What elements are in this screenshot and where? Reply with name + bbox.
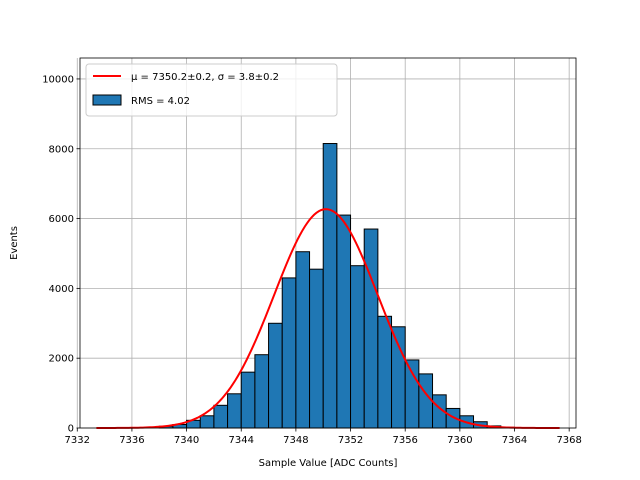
legend-fit-label: μ = 7350.2±0.2, σ = 3.8±0.2: [131, 72, 279, 83]
y-tick-label: 6000: [49, 214, 74, 225]
legend: μ = 7350.2±0.2, σ = 3.8±0.2 RMS = 4.02: [85, 63, 338, 117]
plot-frame: [79, 57, 577, 429]
histogram-bar: [309, 268, 324, 429]
x-tick-label: 7348: [283, 435, 308, 446]
histogram-bar: [363, 228, 379, 429]
x-tick-label: 7352: [338, 435, 363, 446]
x-tick-label: 7340: [174, 435, 199, 446]
y-tick-label: 8000: [49, 144, 74, 155]
histogram-bar: [227, 393, 242, 429]
x-tick-label: 7368: [556, 435, 581, 446]
histogram-bar: [336, 214, 352, 429]
y-tick-label: 0: [68, 424, 74, 435]
x-tick-label: 7332: [65, 435, 90, 446]
y-tick-label: 4000: [49, 284, 74, 295]
legend-box: [85, 63, 338, 117]
legend-rms-label: RMS = 4.02: [131, 96, 190, 107]
y-axis-label: Events: [9, 226, 20, 260]
histogram-bar: [418, 373, 434, 429]
y-tick-label: 10000: [42, 74, 74, 85]
x-tick-label: 7364: [502, 435, 527, 446]
histogram-bar: [281, 277, 297, 429]
y-axis-ticks: 0 2000 4000 6000 8000 10000: [42, 74, 80, 435]
histogram-bar: [213, 404, 229, 429]
histogram-bar: [295, 251, 311, 429]
gaussian-fit-curve: [96, 208, 560, 429]
histogram-bar: [404, 359, 420, 429]
x-tick-label: 7360: [447, 435, 472, 446]
x-tick-label: 7356: [392, 435, 417, 446]
x-axis-ticks: 7332 7336 7340 7344 7348 7352 7356 7360 7364 7368: [65, 428, 582, 446]
x-tick-label: 7336: [119, 435, 144, 446]
x-axis-label: Sample Value [ADC Counts]: [259, 458, 398, 469]
histogram-bar: [240, 371, 256, 429]
histogram-bar: [350, 265, 365, 429]
histogram-bar: [391, 326, 406, 429]
histogram-bar: [377, 315, 393, 429]
x-tick-label: 7344: [229, 435, 254, 446]
histogram-bar: [254, 354, 270, 429]
histogram-bar: [322, 143, 338, 429]
y-tick-label: 2000: [49, 354, 74, 365]
histogram-bar: [199, 415, 215, 429]
histogram-bar: [268, 322, 283, 429]
legend-histogram-swatch: [92, 94, 122, 106]
histogram-bars: [158, 143, 516, 429]
